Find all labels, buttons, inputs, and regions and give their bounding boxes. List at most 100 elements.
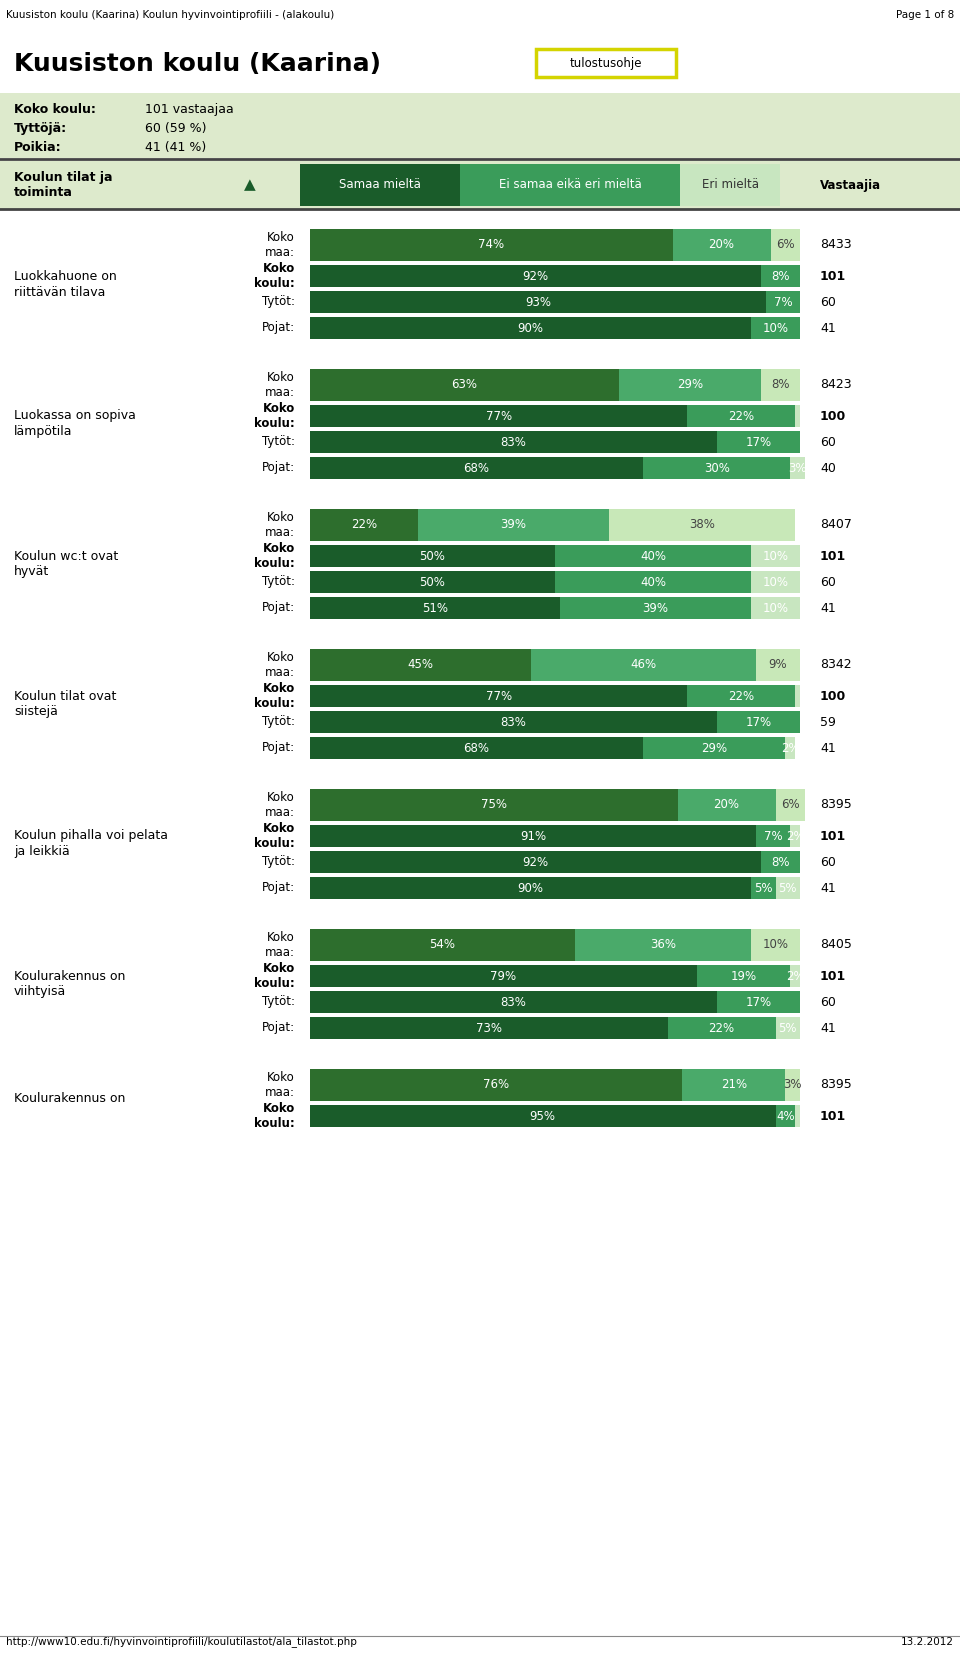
Text: 101: 101: [820, 830, 847, 842]
Text: 8405: 8405: [820, 938, 852, 951]
Text: Tytöt:: Tytöt:: [262, 576, 295, 589]
FancyBboxPatch shape: [751, 318, 800, 339]
FancyBboxPatch shape: [310, 789, 678, 820]
Text: 7%: 7%: [774, 296, 792, 309]
Text: 92%: 92%: [522, 855, 548, 868]
FancyBboxPatch shape: [790, 825, 800, 847]
FancyBboxPatch shape: [771, 228, 800, 261]
Text: 60 (59 %): 60 (59 %): [145, 122, 206, 136]
FancyBboxPatch shape: [575, 930, 751, 961]
Text: 40: 40: [820, 461, 836, 475]
Text: 6%: 6%: [780, 799, 800, 812]
Text: 92%: 92%: [522, 270, 548, 283]
Text: tulostusohje: tulostusohje: [569, 56, 642, 69]
Text: 90%: 90%: [517, 882, 543, 895]
FancyBboxPatch shape: [555, 571, 751, 594]
FancyBboxPatch shape: [643, 457, 790, 480]
Text: Tytöt:: Tytöt:: [262, 716, 295, 728]
FancyBboxPatch shape: [310, 964, 697, 987]
Text: 54%: 54%: [429, 938, 455, 951]
Text: Koulun pihalla voi pelata
ja leikkiä: Koulun pihalla voi pelata ja leikkiä: [14, 830, 168, 858]
FancyBboxPatch shape: [418, 509, 609, 541]
FancyBboxPatch shape: [668, 1017, 776, 1039]
Text: 41: 41: [820, 321, 836, 334]
FancyBboxPatch shape: [310, 1017, 668, 1039]
FancyBboxPatch shape: [790, 457, 804, 480]
Text: ▲: ▲: [244, 177, 256, 192]
Text: 60: 60: [820, 296, 836, 309]
FancyBboxPatch shape: [555, 546, 751, 567]
FancyBboxPatch shape: [310, 318, 751, 339]
Text: Kuusiston koulu (Kaarina) Koulun hyvinvointiprofiili - (alakoulu): Kuusiston koulu (Kaarina) Koulun hyvinvo…: [6, 10, 334, 20]
FancyBboxPatch shape: [687, 405, 795, 427]
FancyBboxPatch shape: [790, 964, 800, 987]
Text: Koko koulu:: Koko koulu:: [14, 103, 96, 116]
Text: 83%: 83%: [500, 996, 526, 1009]
FancyBboxPatch shape: [618, 369, 761, 400]
FancyBboxPatch shape: [310, 457, 643, 480]
Text: 90%: 90%: [517, 321, 543, 334]
FancyBboxPatch shape: [751, 930, 800, 961]
Text: 41: 41: [820, 882, 836, 895]
FancyBboxPatch shape: [756, 648, 800, 681]
Text: Koko
koulu:: Koko koulu:: [254, 681, 295, 710]
Text: 60: 60: [820, 576, 836, 589]
Text: 4%: 4%: [776, 1110, 795, 1123]
Text: 3%: 3%: [788, 461, 806, 475]
Text: Koko
maa:: Koko maa:: [265, 652, 295, 680]
Text: Pojat:: Pojat:: [262, 321, 295, 334]
FancyBboxPatch shape: [673, 228, 771, 261]
Text: 60: 60: [820, 855, 836, 868]
Text: Koulurakennus on: Koulurakennus on: [14, 1092, 126, 1105]
Text: 101 vastaajaa: 101 vastaajaa: [145, 103, 233, 116]
FancyBboxPatch shape: [760, 265, 800, 288]
FancyBboxPatch shape: [310, 432, 717, 453]
Text: Koko
maa:: Koko maa:: [265, 931, 295, 959]
FancyBboxPatch shape: [717, 432, 800, 453]
Text: Koko
koulu:: Koko koulu:: [254, 822, 295, 850]
Text: 22%: 22%: [708, 1022, 734, 1034]
FancyBboxPatch shape: [795, 405, 800, 427]
Text: Ei samaa eikä eri mieltä: Ei samaa eikä eri mieltä: [498, 179, 641, 192]
Text: 17%: 17%: [745, 435, 772, 448]
FancyBboxPatch shape: [683, 1068, 785, 1102]
FancyBboxPatch shape: [0, 93, 960, 159]
FancyBboxPatch shape: [776, 1017, 800, 1039]
Text: 17%: 17%: [745, 996, 772, 1009]
Text: 29%: 29%: [701, 741, 728, 754]
FancyBboxPatch shape: [460, 164, 680, 207]
Text: 8%: 8%: [771, 270, 790, 283]
Text: Tytöt:: Tytöt:: [262, 996, 295, 1009]
Text: 7%: 7%: [764, 830, 782, 842]
Text: Page 1 of 8: Page 1 of 8: [896, 10, 954, 20]
Text: 75%: 75%: [481, 799, 507, 812]
Text: 83%: 83%: [500, 435, 526, 448]
FancyBboxPatch shape: [678, 789, 776, 820]
Text: 8423: 8423: [820, 379, 852, 392]
Text: Luokassa on sopiva
lämpötila: Luokassa on sopiva lämpötila: [14, 410, 136, 438]
FancyBboxPatch shape: [310, 291, 766, 313]
FancyBboxPatch shape: [310, 648, 531, 681]
Text: 20%: 20%: [713, 799, 739, 812]
Text: Tytöt:: Tytöt:: [262, 855, 295, 868]
Text: 79%: 79%: [491, 969, 516, 982]
Text: Koko
maa:: Koko maa:: [265, 232, 295, 260]
Text: 93%: 93%: [525, 296, 551, 309]
FancyBboxPatch shape: [751, 571, 800, 594]
Text: 10%: 10%: [762, 549, 788, 562]
Text: Pojat:: Pojat:: [262, 1022, 295, 1034]
Text: 68%: 68%: [464, 741, 490, 754]
FancyBboxPatch shape: [300, 164, 460, 207]
Text: 3%: 3%: [783, 1078, 802, 1092]
Text: 13.2.2012: 13.2.2012: [901, 1637, 954, 1647]
Text: 101: 101: [820, 1110, 847, 1123]
Text: 41: 41: [820, 1022, 836, 1034]
Text: 22%: 22%: [350, 518, 377, 531]
FancyBboxPatch shape: [609, 509, 795, 541]
Text: Koko
koulu:: Koko koulu:: [254, 1102, 295, 1130]
FancyBboxPatch shape: [536, 50, 676, 78]
FancyBboxPatch shape: [680, 164, 780, 207]
Text: 20%: 20%: [708, 238, 734, 251]
Text: Pojat:: Pojat:: [262, 461, 295, 475]
Text: 9%: 9%: [769, 658, 787, 672]
